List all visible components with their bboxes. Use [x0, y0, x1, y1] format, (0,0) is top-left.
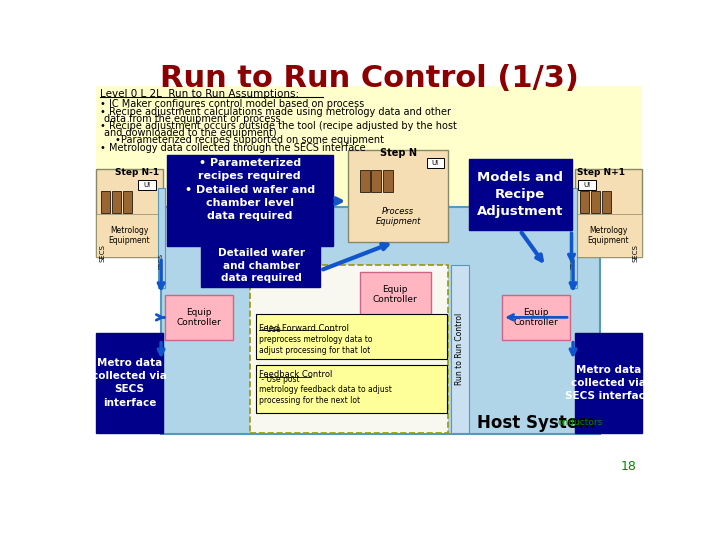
Text: Host System: Host System	[477, 414, 595, 432]
FancyBboxPatch shape	[577, 179, 596, 190]
Text: and downloaded to the equipment): and downloaded to the equipment)	[104, 129, 276, 138]
FancyBboxPatch shape	[590, 191, 600, 213]
Text: onductors: onductors	[558, 418, 603, 427]
FancyBboxPatch shape	[427, 158, 444, 168]
Text: Step N-1: Step N-1	[115, 168, 159, 177]
FancyBboxPatch shape	[372, 170, 382, 192]
Text: Process
Equipment: Process Equipment	[376, 207, 421, 226]
FancyBboxPatch shape	[256, 365, 447, 413]
FancyBboxPatch shape	[360, 170, 370, 192]
Text: SECS: SECS	[570, 253, 575, 269]
FancyBboxPatch shape	[580, 191, 589, 213]
FancyBboxPatch shape	[201, 244, 320, 287]
FancyBboxPatch shape	[165, 295, 233, 340]
FancyBboxPatch shape	[101, 191, 110, 213]
FancyBboxPatch shape	[161, 207, 600, 434]
Text: Metrology
Equipment: Metrology Equipment	[588, 226, 629, 246]
FancyBboxPatch shape	[96, 168, 163, 257]
Text: Run to Run Control (1/3): Run to Run Control (1/3)	[160, 64, 578, 93]
FancyBboxPatch shape	[451, 265, 469, 433]
Text: Metrology
Equipment: Metrology Equipment	[109, 226, 150, 246]
Text: Detailed wafer
and chamber
data required: Detailed wafer and chamber data required	[217, 248, 305, 283]
Text: •Parameterized recipes supported on some equipment: •Parameterized recipes supported on some…	[115, 135, 384, 145]
Text: Equip
Controller: Equip Controller	[176, 308, 221, 327]
Text: Equip
Controller: Equip Controller	[373, 285, 418, 304]
FancyBboxPatch shape	[575, 333, 642, 433]
FancyBboxPatch shape	[348, 150, 449, 242]
Text: Level 0 L 2L  Run to Run Assumptions:: Level 0 L 2L Run to Run Assumptions:	[99, 89, 299, 99]
FancyBboxPatch shape	[158, 188, 165, 288]
FancyBboxPatch shape	[138, 179, 156, 190]
Text: - Use post
metrology feedback data to adjust
processing for the next lot: - Use post metrology feedback data to ad…	[259, 375, 392, 404]
Text: • IC Maker configures control model based on process: • IC Maker configures control model base…	[99, 99, 364, 109]
Text: SECS: SECS	[158, 253, 163, 269]
FancyBboxPatch shape	[601, 191, 611, 213]
Text: - Use
preprocess metrology data to
adjust processing for that lot: - Use preprocess metrology data to adjus…	[259, 325, 372, 355]
Text: UI: UI	[583, 182, 590, 188]
Text: UI: UI	[144, 182, 150, 188]
Text: • Metrology data collected through the SECS interface: • Metrology data collected through the S…	[99, 143, 365, 153]
Text: Run to Run Control: Run to Run Control	[455, 313, 464, 385]
Text: UI: UI	[432, 160, 438, 166]
Text: Feed Forward Control: Feed Forward Control	[259, 323, 349, 333]
FancyBboxPatch shape	[112, 191, 121, 213]
FancyBboxPatch shape	[256, 314, 447, 359]
Text: Equip
Controller: Equip Controller	[513, 308, 559, 327]
FancyBboxPatch shape	[503, 295, 570, 340]
Text: Metro data
collected via
SECS interface: Metro data collected via SECS interface	[565, 364, 652, 401]
Text: Step N: Step N	[379, 148, 417, 158]
FancyBboxPatch shape	[96, 333, 163, 433]
FancyBboxPatch shape	[575, 168, 642, 257]
FancyBboxPatch shape	[96, 85, 642, 207]
FancyBboxPatch shape	[575, 214, 642, 257]
FancyBboxPatch shape	[167, 155, 333, 246]
Text: Feedback Control: Feedback Control	[259, 370, 332, 379]
FancyBboxPatch shape	[96, 214, 163, 257]
FancyBboxPatch shape	[469, 159, 572, 231]
Text: • Recipe adjustment calculations made using metrology data and other: • Recipe adjustment calculations made us…	[99, 107, 451, 117]
Text: Models and
Recipe
Adjustment: Models and Recipe Adjustment	[477, 171, 563, 218]
Text: SECS: SECS	[99, 245, 106, 262]
Text: SECS: SECS	[632, 245, 639, 262]
FancyBboxPatch shape	[570, 188, 577, 288]
Text: Metro data
collected via
SECS
interface: Metro data collected via SECS interface	[92, 358, 167, 408]
FancyBboxPatch shape	[383, 170, 393, 192]
Text: 18: 18	[621, 460, 637, 473]
Text: • Recipe adjustment occurs outside the tool (recipe adjusted by the host: • Recipe adjustment occurs outside the t…	[99, 122, 456, 131]
FancyBboxPatch shape	[250, 265, 449, 433]
FancyBboxPatch shape	[122, 191, 132, 213]
Text: data from the equipment or process.: data from the equipment or process.	[104, 114, 284, 124]
Text: • Parameterized
recipes required
• Detailed wafer and
chamber level
data require: • Parameterized recipes required • Detai…	[184, 158, 315, 221]
FancyBboxPatch shape	[360, 272, 431, 316]
Text: Step N+1: Step N+1	[577, 168, 625, 177]
